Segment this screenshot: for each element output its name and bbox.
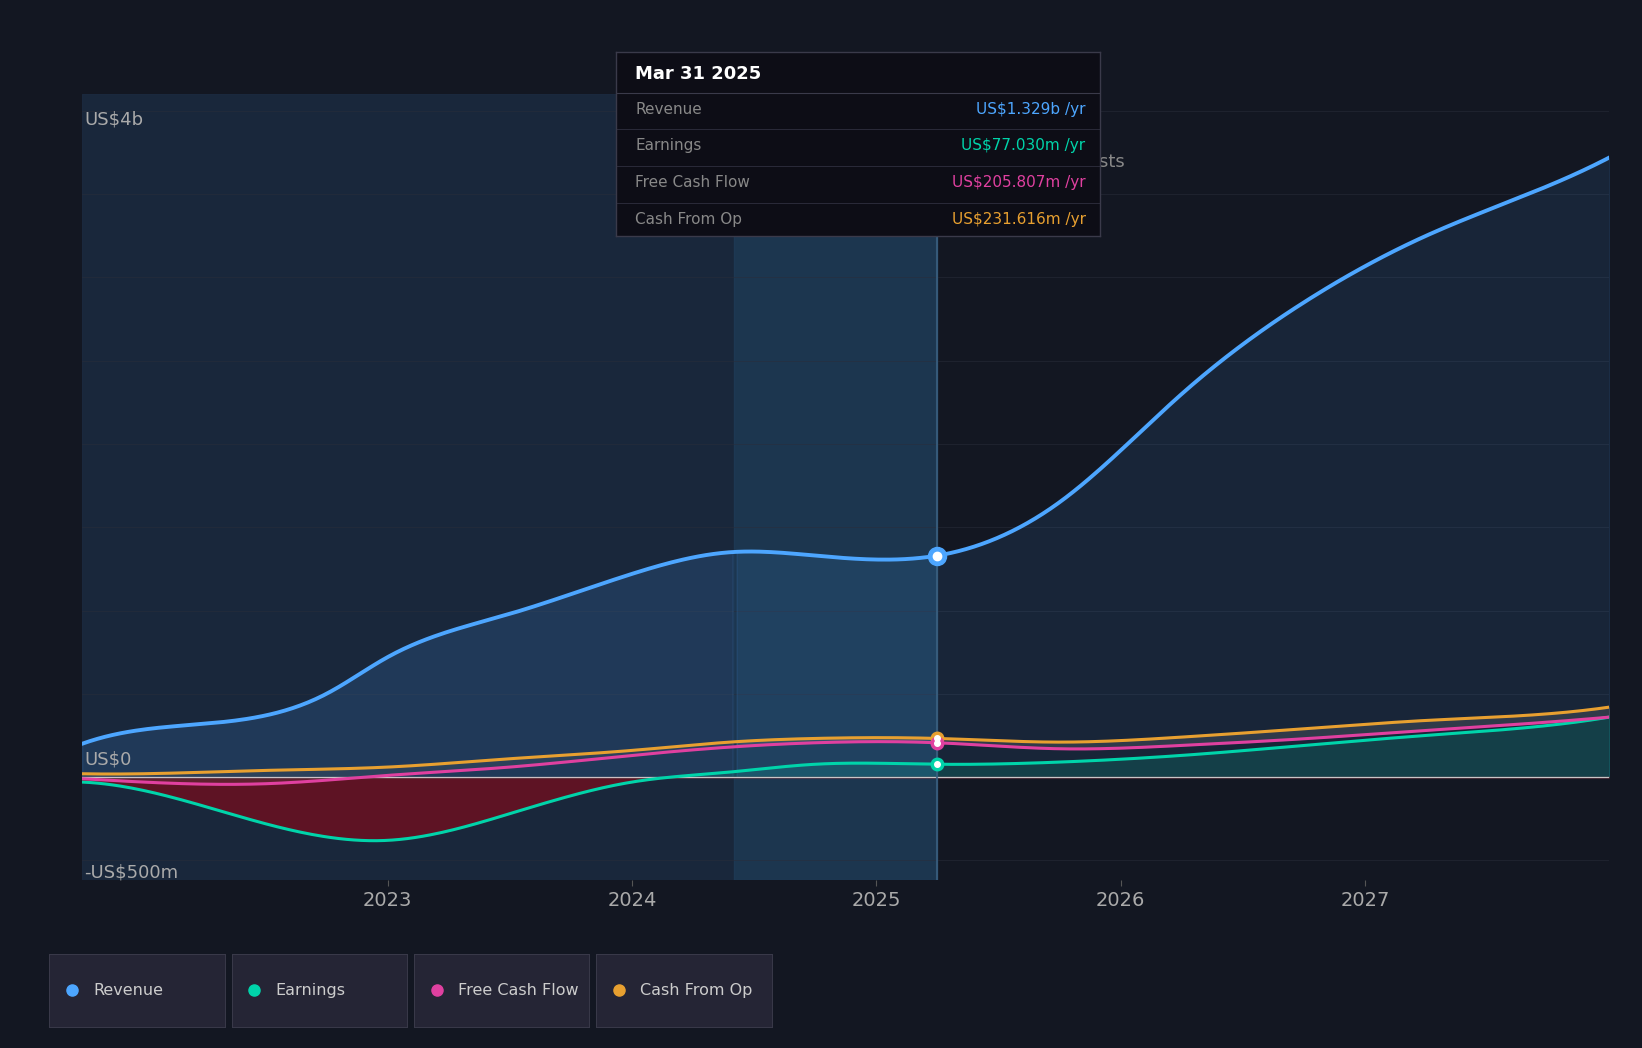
- Text: Revenue: Revenue: [94, 983, 163, 998]
- Text: US$0: US$0: [84, 750, 131, 769]
- Text: Revenue: Revenue: [635, 102, 701, 116]
- Text: -US$500m: -US$500m: [84, 864, 179, 881]
- Text: Cash From Op: Cash From Op: [640, 983, 752, 998]
- Text: Analysts Forecasts: Analysts Forecasts: [957, 153, 1125, 171]
- Text: US$1.329b /yr: US$1.329b /yr: [975, 102, 1085, 116]
- Text: Earnings: Earnings: [276, 983, 345, 998]
- Text: US$205.807m /yr: US$205.807m /yr: [952, 175, 1085, 190]
- Bar: [82, 94, 734, 880]
- Text: Cash From Op: Cash From Op: [635, 212, 742, 226]
- Text: US$231.616m /yr: US$231.616m /yr: [952, 212, 1085, 226]
- Text: Free Cash Flow: Free Cash Flow: [635, 175, 750, 190]
- Text: US$4b: US$4b: [84, 111, 143, 129]
- Text: Free Cash Flow: Free Cash Flow: [458, 983, 578, 998]
- Text: Earnings: Earnings: [635, 138, 701, 153]
- Bar: [734, 94, 938, 880]
- Text: US$77.030m /yr: US$77.030m /yr: [962, 138, 1085, 153]
- Text: Mar 31 2025: Mar 31 2025: [635, 65, 762, 83]
- Text: Past: Past: [685, 153, 722, 171]
